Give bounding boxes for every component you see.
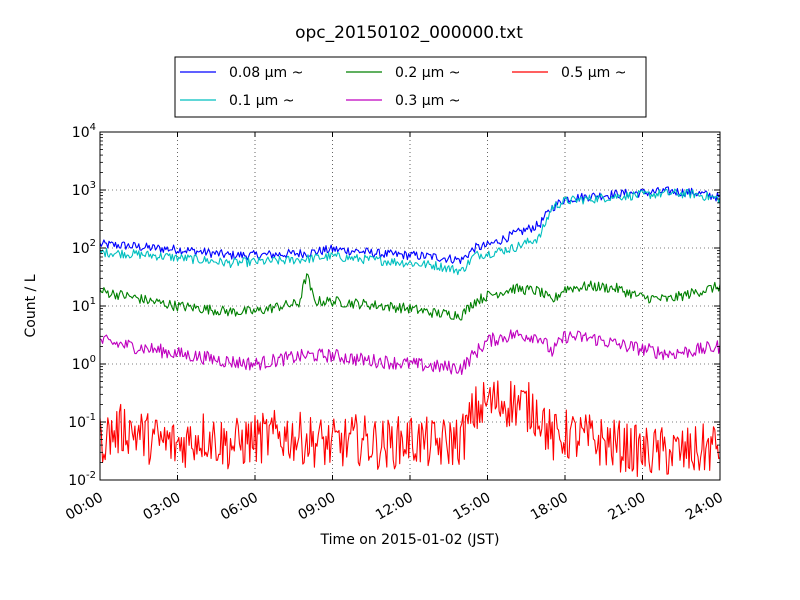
y-tick-label: 10-1 bbox=[68, 412, 96, 431]
y-axis-label: Count / L bbox=[23, 274, 39, 337]
series-line bbox=[99, 188, 721, 276]
plot-frame bbox=[99, 131, 721, 481]
series-line bbox=[99, 329, 721, 376]
legend: 0.08 μm ~ 0.1 μm ~ 0.2 μm ~ 0.3 μm ~ 0.5 μm … bbox=[174, 56, 647, 118]
y-tick-label: 103 bbox=[72, 180, 96, 199]
legend-label: 0.08 μm ~ bbox=[229, 65, 303, 81]
y-tick-label: 10-2 bbox=[68, 470, 96, 489]
series-line bbox=[99, 186, 721, 265]
series-line bbox=[99, 380, 721, 478]
grid bbox=[100, 132, 720, 480]
series-line bbox=[99, 273, 721, 321]
legend-label: 0.3 μm ~ bbox=[395, 93, 460, 109]
chart-title: opc_20150102_000000.txt bbox=[295, 23, 523, 43]
y-tick-label: 100 bbox=[72, 354, 96, 373]
legend-label: 0.5 μm ~ bbox=[561, 65, 626, 81]
series-layer bbox=[99, 186, 721, 478]
legend-label: 0.2 μm ~ bbox=[395, 65, 460, 81]
y-tick-label: 101 bbox=[72, 296, 96, 315]
legend-label: 0.1 μm ~ bbox=[229, 93, 294, 109]
y-tick-label: 104 bbox=[72, 122, 96, 141]
x-axis-label: Time on 2015-01-02 (JST) bbox=[320, 532, 500, 548]
y-tick-label: 102 bbox=[72, 238, 96, 257]
legend-box bbox=[174, 56, 647, 118]
